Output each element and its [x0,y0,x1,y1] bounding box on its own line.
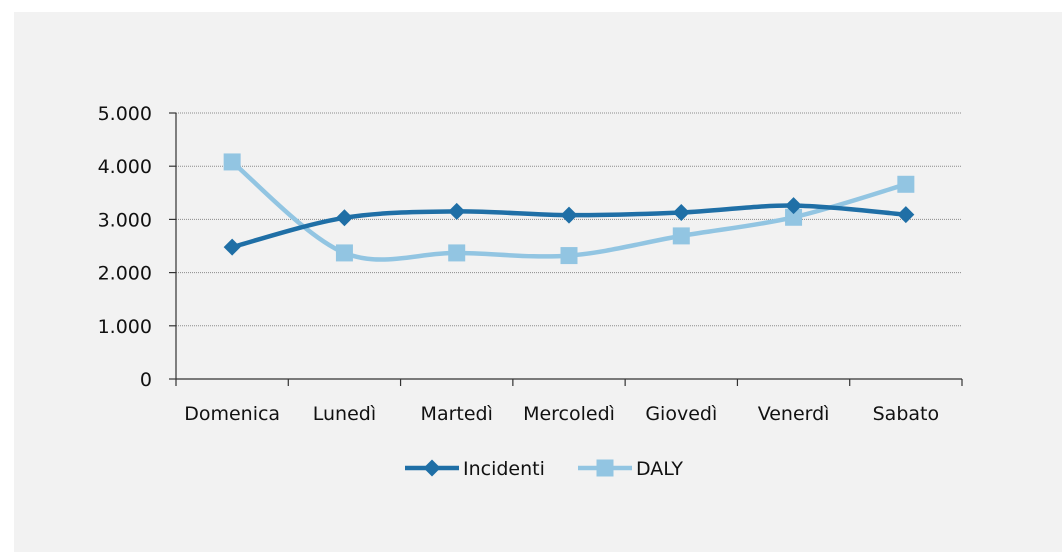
x-tick-labels: Domenica Lunedì Martedì Mercoledì Giovedì Ven… [184,403,939,425]
data-point-incidenti [897,206,915,224]
legend-label-daly: DALY [636,458,683,480]
y-tick-label: 2.000 [98,263,152,285]
data-point-incidenti [785,197,803,215]
legend: Incidenti DALY [405,458,683,480]
chart-panel [14,12,1062,552]
series-layer [223,153,915,265]
data-point-daly [335,244,353,262]
data-point-incidenti [335,209,353,227]
legend-marker-daly [596,459,614,477]
legend-label-incidenti: Incidenti [463,458,545,480]
x-tick-label: Martedì [421,403,493,425]
x-tick-label: Mercoledì [523,403,615,425]
y-tick-label: 0 [140,369,152,391]
x-tick-label: Giovedì [645,403,717,425]
data-point-daly [672,227,690,245]
data-point-daly [785,208,803,226]
data-point-daly [897,175,915,193]
y-tick-label: 4.000 [98,156,152,178]
y-tick-labels: 0 1.000 2.000 3.000 4.000 5.000 [98,103,152,391]
data-point-daly [560,247,578,265]
y-tick-label: 5.000 [98,103,152,125]
data-point-incidenti [223,238,241,256]
data-point-incidenti [560,206,578,224]
data-point-daly [448,244,466,262]
x-tick-label: Venerdì [758,403,830,425]
axes [169,112,963,386]
legend-marker-incidenti [423,459,441,477]
x-tick-label: Domenica [184,403,280,425]
y-tick-label: 3.000 [98,209,152,231]
y-tick-label: 1.000 [98,316,152,338]
data-point-daly [223,153,241,171]
data-point-incidenti [448,202,466,220]
x-tick-label: Sabato [873,403,939,425]
x-tick-label: Lunedì [313,403,376,425]
data-point-incidenti [672,203,690,221]
